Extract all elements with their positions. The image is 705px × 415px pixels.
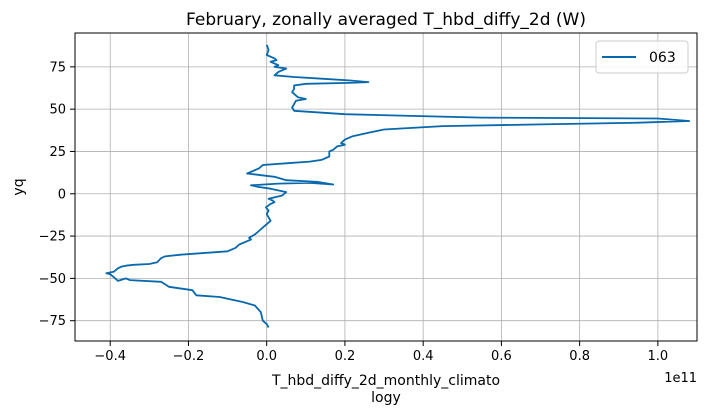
y-tick-label: −50 [39, 272, 66, 287]
grid [75, 33, 697, 341]
y-tick-label: 0 [58, 187, 66, 202]
x-tick-label: 0.4 [413, 349, 434, 364]
x-axis-offset-label: 1e11 [664, 371, 697, 386]
y-tick-label: −75 [39, 314, 66, 329]
y-tick-label: −25 [39, 230, 66, 245]
x-tick-label: 0.6 [491, 349, 512, 364]
y-tick-label: 50 [49, 103, 66, 118]
series-layer [105, 44, 691, 328]
legend-box [595, 40, 689, 74]
chart-title: February, zonally averaged T_hbd_diffy_2… [186, 10, 586, 30]
x-tick-label: 0.2 [335, 349, 356, 364]
plot-frame [74, 32, 698, 342]
x-axis-label-line2: logy [371, 390, 401, 406]
x-tick-label: 0.8 [569, 349, 590, 364]
x-tick-label: 0.0 [256, 349, 277, 364]
y-axis-label: yq [11, 178, 27, 195]
series-line-063 [105, 44, 691, 328]
legend-series-label: 063 [649, 50, 676, 66]
x-tick-label: 1.0 [648, 349, 669, 364]
x-tick-label: −0.4 [94, 349, 126, 364]
x-tick-label: −0.2 [173, 349, 205, 364]
y-tick-label: 25 [49, 145, 66, 160]
x-axis-label: T_hbd_diffy_2d_monthly_climato [271, 373, 500, 389]
y-tick-label: 75 [49, 60, 66, 75]
ticks: −0.4 −0.2 0.0 0.2 0.4 0.6 0.8 1.0 −75 −50 −25 0 25 50… [39, 60, 669, 364]
legend: 063 [595, 40, 689, 74]
